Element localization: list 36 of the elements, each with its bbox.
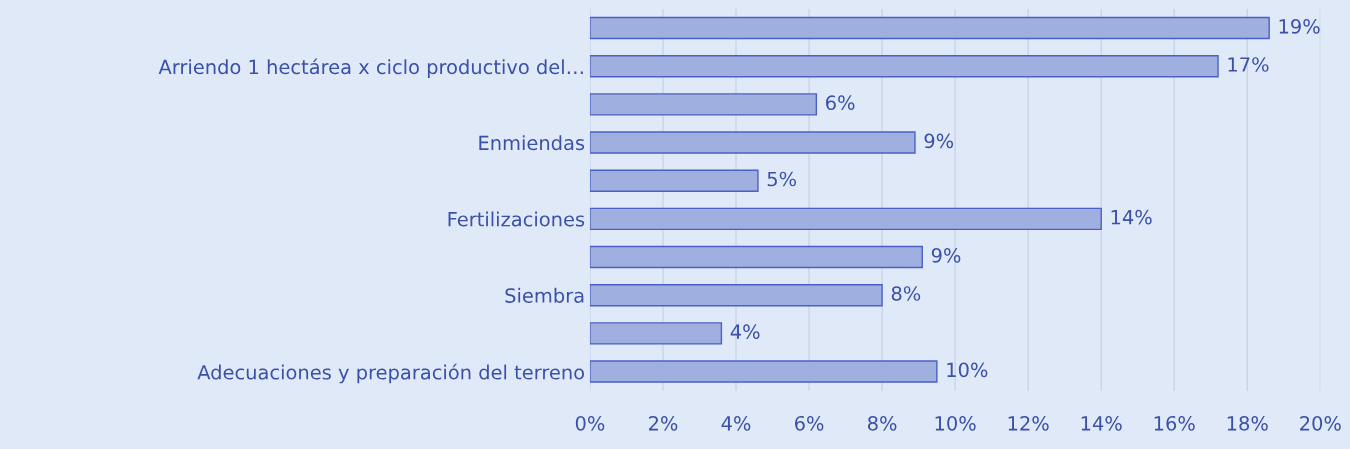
x-tick-label: 12% [1008, 415, 1049, 431]
data-label: 10% [947, 362, 988, 378]
bar [589, 284, 883, 307]
data-label: 19% [1279, 19, 1320, 34]
y-tick-label: Siembra [505, 287, 584, 303]
bar [589, 245, 923, 269]
y-tick-label: Enmiendas [479, 135, 585, 151]
x-tick-label: 18% [1227, 415, 1268, 431]
y-tick-label: Fertilizaciones [448, 211, 585, 227]
data-label: 5% [767, 171, 797, 187]
x-tick-label: 14% [1081, 415, 1122, 431]
x-tick-label: 6% [794, 415, 824, 431]
bar [589, 16, 1270, 40]
x-tick-label: 2% [648, 415, 678, 431]
y-tick-label: Adecuaciones y preparación del terreno [197, 363, 585, 384]
data-label: 9% [931, 247, 961, 263]
x-tick-label: 16% [1154, 415, 1195, 431]
bar [589, 360, 938, 383]
x-tick-label: 10% [935, 415, 976, 431]
bar [589, 93, 818, 116]
bar [589, 207, 1102, 231]
x-tick-label: 0% [575, 415, 605, 431]
y-tick-label: Arriendo 1 hectárea x ciclo productivo del… [158, 58, 583, 79]
bar [589, 55, 1219, 78]
data-label: 4% [730, 324, 760, 340]
x-tick-label: 20% [1300, 415, 1341, 431]
x-tick-label: 4% [721, 415, 751, 431]
data-label: 8% [891, 286, 921, 301]
data-label: 6% [826, 95, 855, 111]
bar [589, 169, 759, 192]
data-label: 14% [1111, 209, 1152, 225]
data-label: 17% [1228, 57, 1269, 72]
data-label: 9% [924, 133, 954, 149]
bar [589, 322, 723, 345]
x-tick-label: 8% [867, 415, 897, 431]
bar [589, 131, 916, 154]
